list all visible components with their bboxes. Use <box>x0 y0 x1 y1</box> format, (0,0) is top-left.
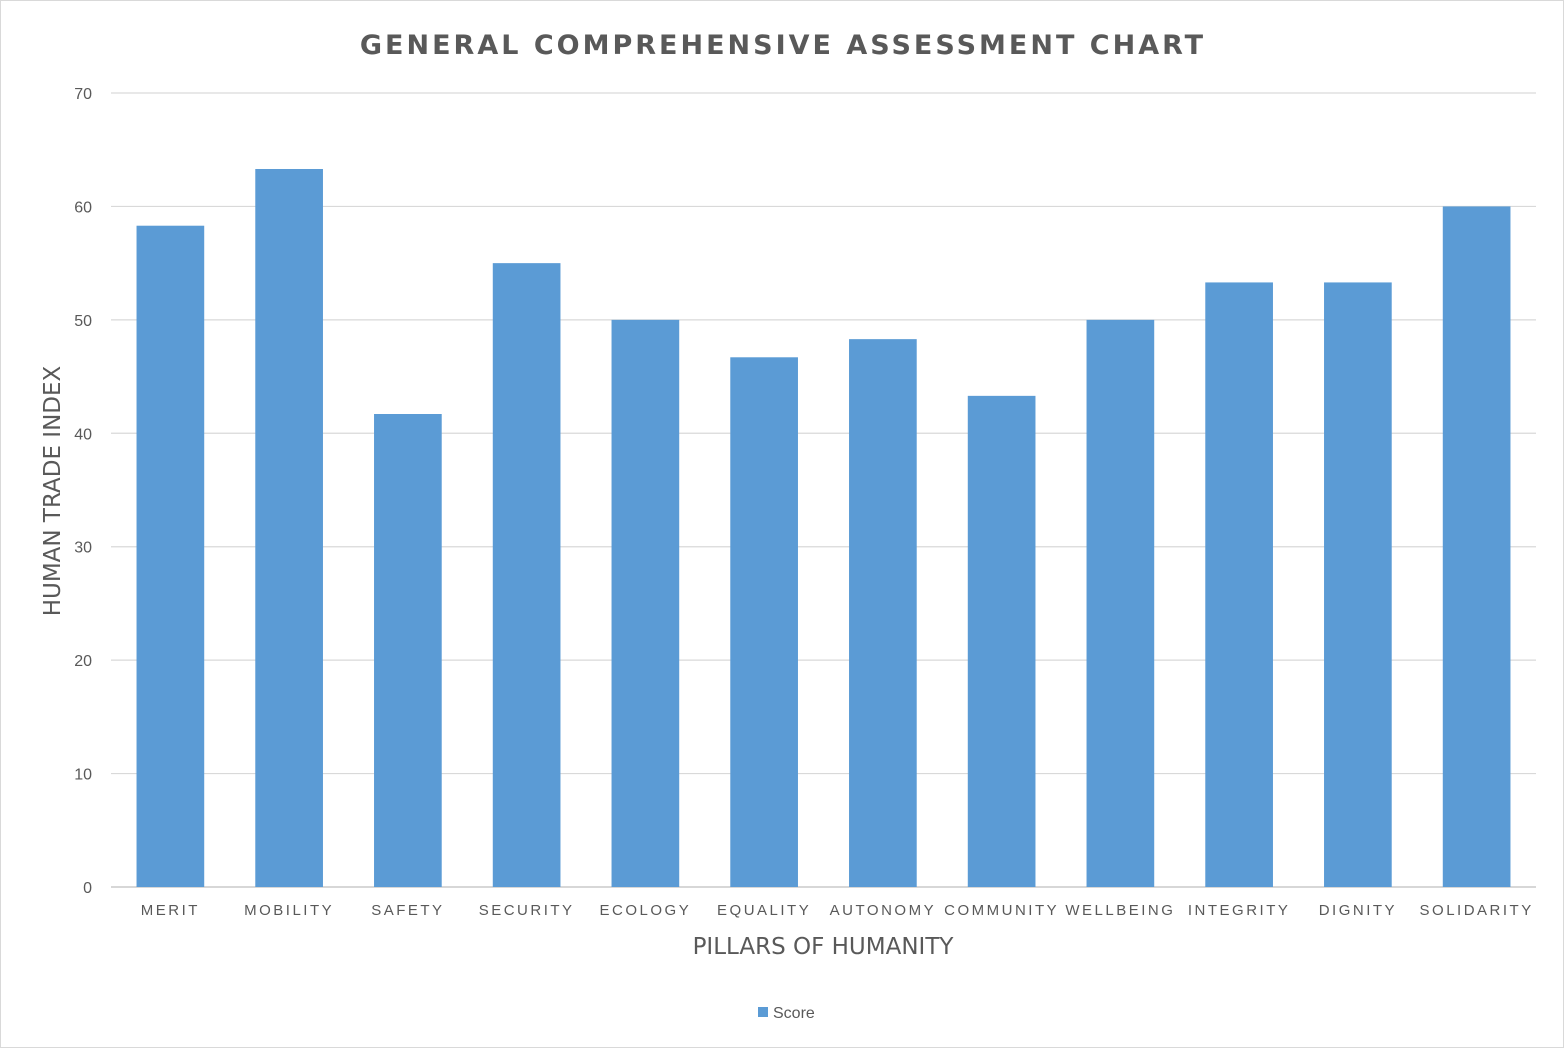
gridlines <box>111 92 1536 888</box>
chart-title: GENERAL COMPREHENSIVE ASSESSMENT CHART <box>360 30 1206 61</box>
y-tick-label: 40 <box>74 426 92 443</box>
y-tick-label: 70 <box>74 86 92 103</box>
y-tick-label: 50 <box>74 313 92 330</box>
bar-safety <box>374 414 442 887</box>
x-tick-label: WELLBEING <box>1065 902 1175 919</box>
bar-merit <box>136 225 205 887</box>
legend: Score <box>758 1005 815 1022</box>
y-axis-ticks: 0 10 20 30 40 50 60 70 <box>74 86 92 897</box>
legend-swatch <box>758 1007 768 1017</box>
x-tick-label: EQUALITY <box>717 902 811 919</box>
y-tick-label: 20 <box>74 653 92 670</box>
bars <box>136 168 1511 888</box>
bar-mobility <box>255 168 323 888</box>
y-tick-label: 10 <box>74 767 92 784</box>
bar-integrity <box>1205 282 1273 887</box>
x-tick-label: COMMUNITY <box>944 902 1059 919</box>
x-tick-label: MOBILITY <box>244 902 334 919</box>
y-axis-title: HUMAN TRADE INDEX <box>40 365 66 616</box>
x-tick-label: INTEGRITY <box>1188 902 1291 919</box>
x-tick-label: MERIT <box>141 902 200 919</box>
x-axis-ticks: MERIT MOBILITY SAFETY SECURITY ECOLOGY EQUALI… <box>141 902 1534 919</box>
x-axis-title: PILLARS OF HUMANITY <box>693 934 955 960</box>
y-tick-label: 30 <box>74 540 92 557</box>
x-tick-label: DIGNITY <box>1319 902 1397 919</box>
bar-wellbeing <box>1086 319 1155 887</box>
bar-solidarity <box>1442 206 1511 887</box>
x-tick-label: ECOLOGY <box>600 902 692 919</box>
bar-community <box>967 395 1036 887</box>
bar-dignity <box>1324 282 1392 887</box>
bar-ecology <box>611 319 680 887</box>
y-tick-label: 60 <box>74 199 92 216</box>
x-tick-label: SAFETY <box>371 902 444 919</box>
bar-security <box>492 263 561 888</box>
bar-equality <box>730 357 798 887</box>
legend-label: Score <box>773 1005 815 1022</box>
y-tick-label: 0 <box>83 880 92 897</box>
x-tick-label: AUTONOMY <box>830 902 936 919</box>
x-tick-label: SECURITY <box>479 902 575 919</box>
x-tick-label: SOLIDARITY <box>1420 902 1534 919</box>
bar-autonomy <box>849 339 917 887</box>
